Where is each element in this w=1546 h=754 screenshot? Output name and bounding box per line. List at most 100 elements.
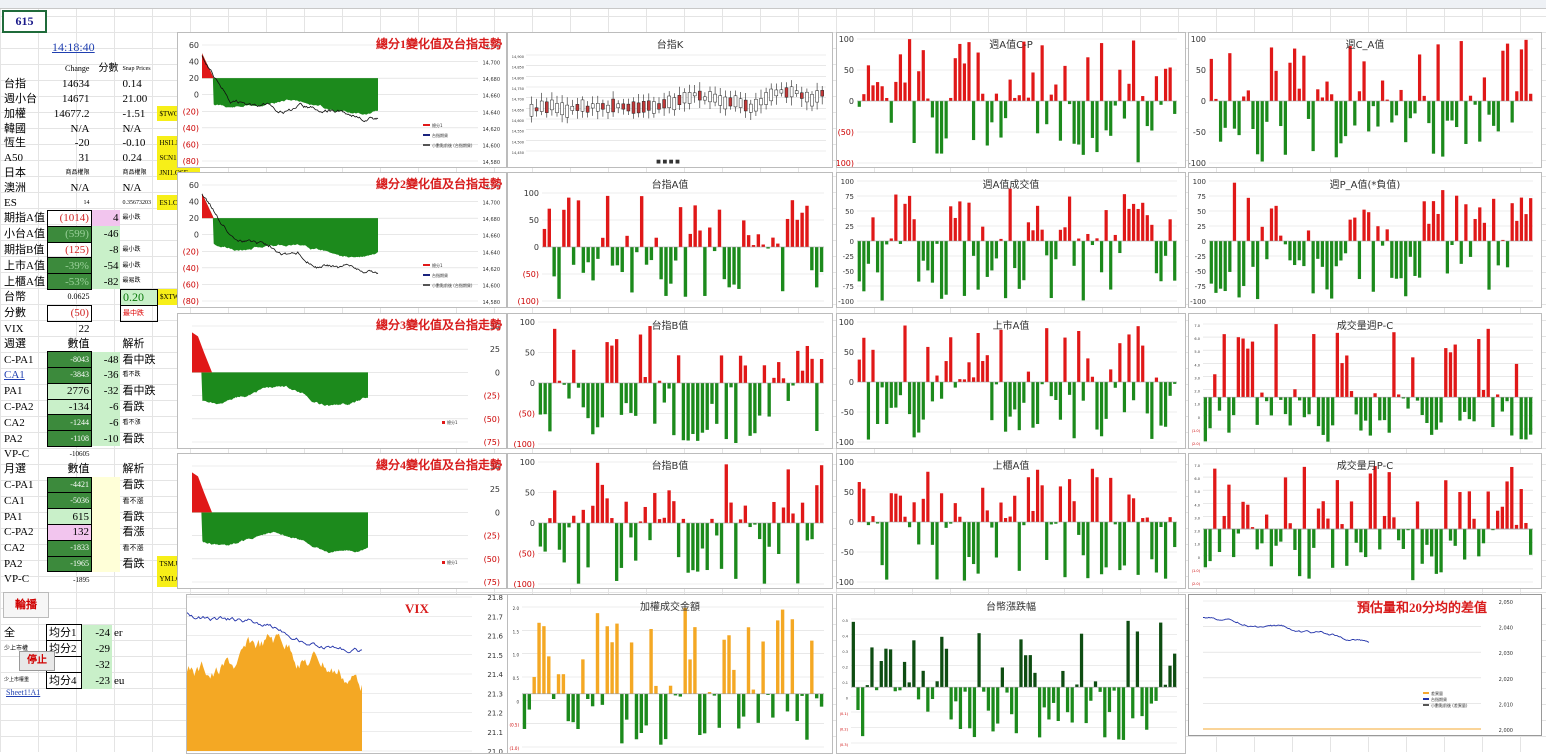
bar — [1131, 382, 1136, 401]
tick-label: -25 — [1195, 253, 1206, 261]
bar — [861, 687, 865, 737]
tick-label: 50 — [490, 462, 500, 471]
bar — [1367, 101, 1371, 132]
candle-body — [539, 100, 544, 112]
tick-label: -100 — [837, 438, 854, 447]
bar — [1054, 84, 1058, 101]
row-score — [91, 540, 121, 556]
bar — [796, 523, 800, 584]
bar — [962, 522, 967, 581]
candle-body — [585, 105, 590, 113]
area-series-up — [192, 472, 212, 513]
candle-body — [677, 95, 682, 105]
bar — [907, 382, 912, 415]
bar — [727, 635, 731, 694]
bar — [1218, 241, 1223, 289]
tick-label: 1.0 — [1194, 403, 1200, 407]
bar — [586, 693, 590, 700]
bar — [1514, 363, 1519, 398]
tick-label: -100 — [1190, 298, 1206, 306]
bar — [1260, 528, 1264, 544]
legend-label: 總分1 — [447, 559, 458, 565]
bar — [1122, 194, 1127, 241]
bar — [1045, 241, 1049, 256]
row-value: -5036 — [46, 492, 92, 510]
quote-row: PA1 615 看跌 — [2, 508, 200, 525]
bar — [1040, 485, 1044, 522]
row-value: -1108 — [46, 430, 92, 447]
quote-row: C-PA2 -134 -6 看跌 — [2, 398, 200, 416]
row-score — [91, 336, 120, 351]
bar — [669, 247, 673, 284]
bar — [857, 482, 861, 522]
candle-body — [743, 99, 748, 112]
candle-body — [820, 90, 824, 97]
candle-body — [692, 92, 697, 97]
bar — [715, 383, 719, 424]
avg-row-label: 少上市權 — [4, 645, 29, 652]
bar — [1429, 528, 1434, 557]
row-note: 看中跌 — [122, 385, 156, 398]
tick-label: (25) — [484, 392, 500, 401]
bar — [761, 641, 765, 694]
bar — [912, 219, 916, 241]
bar — [1510, 101, 1514, 123]
bar — [738, 355, 743, 383]
bar — [1293, 48, 1297, 101]
quote-row: 韓國 N/A N/A — [2, 121, 200, 136]
tick-label: 2,040 — [1499, 626, 1513, 632]
bar — [1425, 528, 1429, 545]
row-label: CA2 — [4, 416, 25, 429]
clock-link[interactable]: 14:18:40 — [52, 40, 95, 54]
quote-row: 上櫃A值 -53% -82 最易跌 — [2, 273, 200, 290]
sheet-link[interactable]: Sheet1!A1 — [6, 688, 41, 697]
bar — [1042, 687, 1046, 708]
row-value: -1833 — [46, 539, 92, 557]
tick-label: 14,640 — [483, 250, 501, 256]
bar — [1013, 241, 1017, 269]
bar — [1026, 222, 1031, 241]
bar — [912, 101, 916, 144]
bar — [662, 517, 666, 523]
bar — [1013, 97, 1017, 101]
row-score: -36 — [91, 367, 121, 384]
bar — [1510, 397, 1514, 436]
bar — [985, 355, 989, 382]
bar — [1145, 687, 1149, 730]
bar — [944, 241, 948, 295]
bar — [1371, 101, 1375, 107]
tick-label: 14,620 — [483, 127, 501, 133]
bar — [1026, 477, 1031, 522]
candle-body — [789, 86, 794, 98]
bar — [702, 693, 707, 734]
row-note: 看不漲 — [122, 419, 141, 426]
rotate-button[interactable]: 輪播 — [3, 592, 49, 618]
candle-body — [728, 97, 733, 107]
tick-label: 75 — [1197, 193, 1206, 201]
bar — [1353, 101, 1357, 126]
bar — [1390, 101, 1394, 123]
stop-button[interactable]: 停止 — [19, 651, 55, 671]
bar — [1067, 382, 1072, 395]
bar — [1458, 492, 1462, 529]
row-note: 看漲 — [122, 526, 145, 539]
bar — [1274, 324, 1278, 398]
avg-score-row: 少上市權重 均分4 -23 eu — [2, 672, 146, 689]
chart-total2: 60 40 20 0 (20) (40) (60) (80) 14,720 14,700 14,68… — [177, 172, 507, 308]
tick-label: 40 — [189, 58, 199, 67]
bar — [1141, 202, 1145, 241]
cell-reference-box[interactable]: 615 — [2, 10, 47, 33]
row-value: 2776 — [46, 382, 92, 400]
bar — [1086, 522, 1090, 579]
bar — [542, 626, 546, 694]
bar — [1010, 687, 1014, 715]
bar — [727, 247, 731, 288]
bar — [865, 685, 869, 688]
bar — [1265, 241, 1269, 260]
row-score — [91, 305, 120, 321]
bar — [556, 674, 561, 694]
avg-row-note: eu — [114, 674, 125, 687]
bar — [800, 502, 805, 523]
row-label: 期指B值 — [4, 243, 45, 256]
tick-label: 0 — [534, 243, 539, 252]
